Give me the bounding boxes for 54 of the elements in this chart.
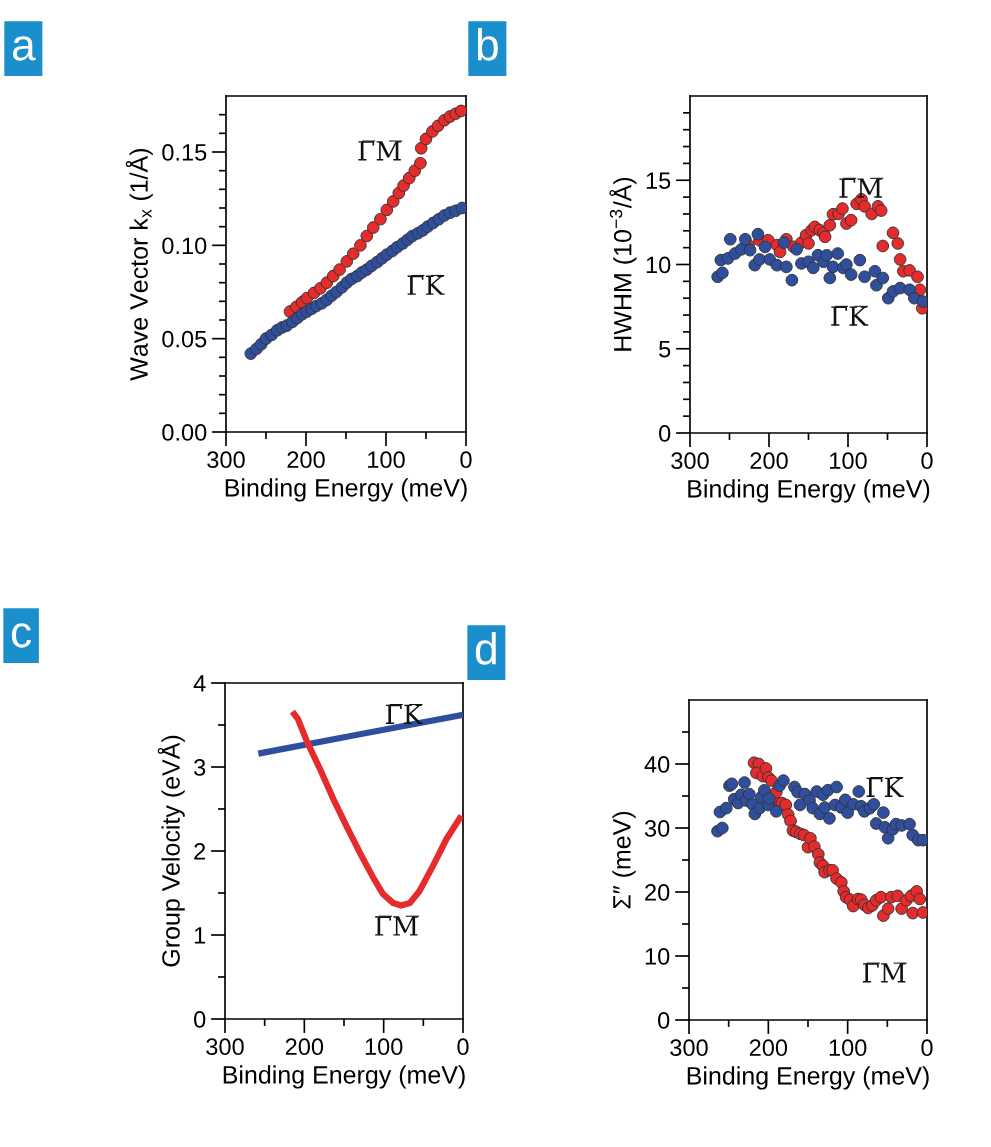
- series-label: Γ̅M̅: [375, 915, 420, 936]
- y-tick-label: 2: [194, 843, 206, 860]
- x-tick-label: 300: [671, 452, 709, 470]
- y-tick-label: 0: [194, 1011, 206, 1028]
- y-tick-label: 0: [658, 1012, 670, 1029]
- x-tick-label: 0: [921, 1039, 933, 1057]
- series-label: Γ̅M̅: [862, 962, 907, 983]
- y-tick-label: 10: [645, 948, 670, 965]
- x-tick-label: 200: [287, 451, 325, 469]
- series-label: Γ̅K̅: [866, 777, 904, 797]
- x-tick-label: 0: [460, 451, 472, 469]
- x-tick-label: 0: [457, 1038, 469, 1056]
- x-tick-label: 100: [365, 1038, 403, 1056]
- series-label: Γ̅K̅: [407, 274, 445, 295]
- x-axis-title: Binding Energy (meV): [687, 1066, 929, 1090]
- y-axis-title: HWHM (10$^{−3}$/Å): [609, 177, 637, 351]
- x-axis-title: Binding Energy (meV): [688, 479, 930, 503]
- y-tick-label: 5: [659, 341, 671, 358]
- series-label: Γ̅M̅: [358, 140, 403, 161]
- x-tick-label: 200: [285, 1038, 324, 1056]
- y-tick-label: 4: [193, 675, 206, 692]
- y-tick-label: 0.05: [162, 330, 207, 348]
- x-axis-title: Binding Energy (meV): [223, 1065, 465, 1089]
- y-axis-title: Wave Vector k$_{x}$ (1/Å): [125, 148, 153, 381]
- y-tick-label: 15: [646, 172, 671, 190]
- x-tick-label: 300: [670, 1039, 708, 1057]
- y-tick-label: 3: [194, 759, 206, 776]
- x-tick-label: 0: [921, 452, 933, 470]
- x-tick-label: 300: [207, 451, 245, 469]
- chart-title: b: [477, 28, 498, 61]
- y-axis-title: Σ″ (meV): [612, 811, 636, 909]
- y-tick-label: 0.10: [162, 237, 207, 255]
- x-axis-title: Binding Energy (meV): [225, 478, 467, 502]
- y-tick-label: 0: [659, 425, 671, 442]
- y-tick-label: 0.00: [162, 424, 207, 441]
- y-tick-label: 20: [645, 884, 670, 901]
- x-tick-label: 100: [829, 1039, 867, 1057]
- y-axis-title: Group Velocity (eVÅ): [157, 735, 185, 967]
- x-tick-label: 200: [750, 452, 788, 470]
- y-tick-label: 0.15: [162, 144, 207, 161]
- y-tick-label: 40: [644, 756, 670, 773]
- chart-title: c: [11, 623, 32, 648]
- x-tick-label: 300: [206, 1038, 244, 1056]
- chart-title: d: [475, 632, 496, 665]
- x-tick-label: 100: [368, 451, 405, 469]
- series-label: Γ̅K̅: [831, 305, 869, 326]
- y-tick-label: 1: [194, 927, 206, 944]
- chart-title: a: [12, 36, 36, 61]
- x-tick-label: 100: [830, 452, 867, 470]
- series-label: Γ̅K̅: [385, 704, 423, 724]
- series-label: Γ̅M̅: [839, 177, 884, 198]
- y-tick-label: 10: [646, 256, 671, 274]
- y-tick-label: 30: [644, 820, 670, 837]
- x-tick-label: 200: [749, 1039, 788, 1057]
